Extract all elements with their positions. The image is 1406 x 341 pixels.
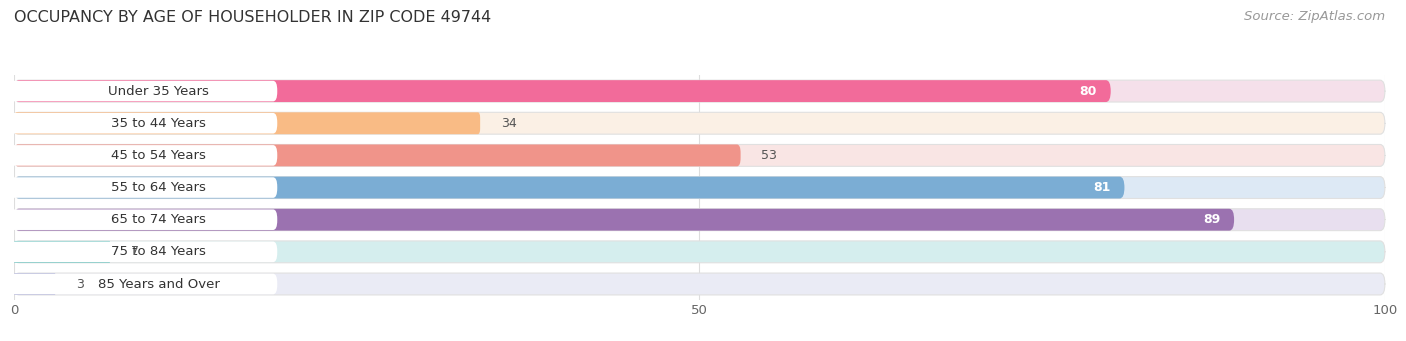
Text: 35 to 44 Years: 35 to 44 Years xyxy=(111,117,207,130)
FancyBboxPatch shape xyxy=(14,177,1385,198)
FancyBboxPatch shape xyxy=(14,112,1385,134)
FancyBboxPatch shape xyxy=(14,241,1385,263)
Text: 75 to 84 Years: 75 to 84 Years xyxy=(111,246,207,258)
Text: 7: 7 xyxy=(131,246,139,258)
FancyBboxPatch shape xyxy=(14,80,1111,102)
Text: Under 35 Years: Under 35 Years xyxy=(108,85,209,98)
FancyBboxPatch shape xyxy=(10,81,277,101)
FancyBboxPatch shape xyxy=(14,241,110,263)
FancyBboxPatch shape xyxy=(10,209,277,230)
FancyBboxPatch shape xyxy=(14,145,741,166)
Text: OCCUPANCY BY AGE OF HOUSEHOLDER IN ZIP CODE 49744: OCCUPANCY BY AGE OF HOUSEHOLDER IN ZIP C… xyxy=(14,10,491,25)
Text: Source: ZipAtlas.com: Source: ZipAtlas.com xyxy=(1244,10,1385,23)
FancyBboxPatch shape xyxy=(10,241,277,262)
FancyBboxPatch shape xyxy=(14,80,1385,102)
Text: 45 to 54 Years: 45 to 54 Years xyxy=(111,149,207,162)
FancyBboxPatch shape xyxy=(10,145,277,166)
FancyBboxPatch shape xyxy=(14,112,481,134)
Text: 85 Years and Over: 85 Years and Over xyxy=(98,278,219,291)
Text: 55 to 64 Years: 55 to 64 Years xyxy=(111,181,207,194)
Text: 89: 89 xyxy=(1204,213,1220,226)
FancyBboxPatch shape xyxy=(14,177,1125,198)
FancyBboxPatch shape xyxy=(14,273,55,295)
Text: 34: 34 xyxy=(501,117,516,130)
FancyBboxPatch shape xyxy=(10,113,277,134)
Text: 80: 80 xyxy=(1080,85,1097,98)
FancyBboxPatch shape xyxy=(14,273,1385,295)
Text: 53: 53 xyxy=(761,149,778,162)
FancyBboxPatch shape xyxy=(10,177,277,198)
Text: 3: 3 xyxy=(76,278,83,291)
FancyBboxPatch shape xyxy=(14,209,1234,231)
FancyBboxPatch shape xyxy=(14,209,1385,231)
FancyBboxPatch shape xyxy=(10,274,277,294)
Text: 65 to 74 Years: 65 to 74 Years xyxy=(111,213,207,226)
FancyBboxPatch shape xyxy=(14,145,1385,166)
Text: 81: 81 xyxy=(1094,181,1111,194)
